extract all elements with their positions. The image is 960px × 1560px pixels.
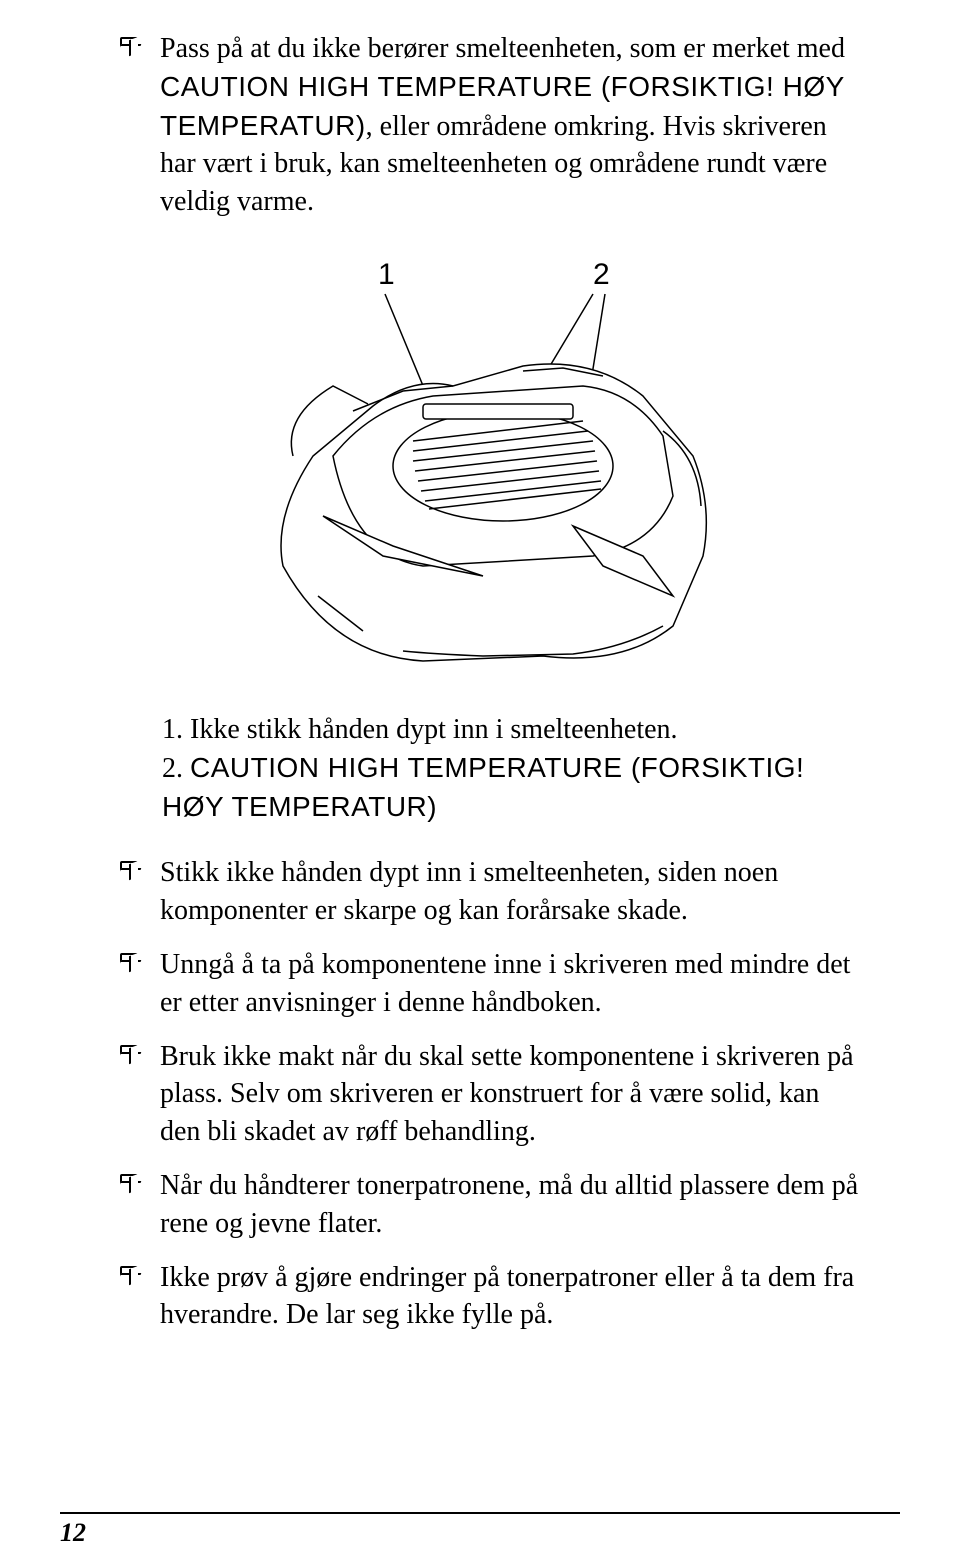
footer-rule xyxy=(60,1512,900,1514)
legend-num-1: 1. xyxy=(162,714,183,745)
bullet-icon xyxy=(120,1174,138,1190)
warning-item-6: Ikke prøv å gjøre endringer på tonerpatr… xyxy=(120,1259,865,1335)
bullet-icon xyxy=(120,1266,138,1282)
printer-figure: 1 2 xyxy=(120,256,865,681)
legend-line-1: 1. Ikke stikk hånden dypt inn i smelteen… xyxy=(162,711,865,749)
warning-item-3: Unngå å ta på komponentene inne i skrive… xyxy=(120,946,865,1022)
figure-label-2: 2 xyxy=(593,258,610,291)
warning-text-2: Stikk ikke hånden dypt inn i smelteenhet… xyxy=(160,854,865,930)
bullet-icon xyxy=(120,1045,138,1061)
legend-text-1: Ikke stikk hånden dypt inn i smelteenhet… xyxy=(190,714,678,745)
page-footer: 12 xyxy=(0,1512,960,1548)
legend-caps-2: CAUTION HIGH TEMPERATURE (FORSIKTIG! HØY… xyxy=(162,752,804,822)
warning-text-3: Unngå å ta på komponentene inne i skrive… xyxy=(160,946,865,1022)
page-number: 12 xyxy=(60,1518,960,1548)
warning-item-5: Når du håndterer tonerpatronene, må du a… xyxy=(120,1167,865,1243)
bullet-icon xyxy=(120,37,138,53)
warning-text-1: Pass på at du ikke berører smelteenheten… xyxy=(160,30,865,221)
warning-text-6: Ikke prøv å gjøre endringer på tonerpatr… xyxy=(160,1259,865,1335)
bullet-icon xyxy=(120,953,138,969)
bullet-icon xyxy=(120,861,138,877)
figure-legend: 1. Ikke stikk hånden dypt inn i smelteen… xyxy=(162,711,865,826)
legend-line-2: 2. CAUTION HIGH TEMPERATURE (FORSIKTIG! … xyxy=(162,749,865,827)
printer-illustration: 1 2 xyxy=(223,256,763,676)
warning-item-4: Bruk ikke makt når du skal sette kompone… xyxy=(120,1038,865,1151)
warning-text-4: Bruk ikke makt når du skal sette kompone… xyxy=(160,1038,865,1151)
legend-num-2: 2. xyxy=(162,753,183,784)
warning-item-1: Pass på at du ikke berører smelteenheten… xyxy=(120,30,865,221)
figure-label-1: 1 xyxy=(378,258,395,291)
text-pre: Pass på at du ikke berører smelteenheten… xyxy=(160,33,845,64)
warning-text-5: Når du håndterer tonerpatronene, må du a… xyxy=(160,1167,865,1243)
warning-item-2: Stikk ikke hånden dypt inn i smelteenhet… xyxy=(120,854,865,930)
